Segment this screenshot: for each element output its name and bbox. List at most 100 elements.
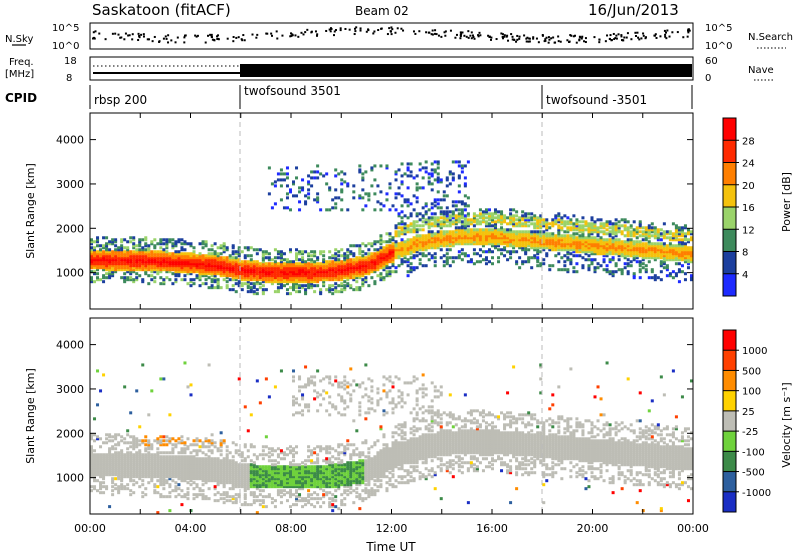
power-cell [566,246,570,250]
power-cell [105,236,109,240]
nsky-point [655,36,658,39]
power-cell [542,240,546,244]
velocity-cell [213,471,217,475]
power-cell [659,264,663,268]
power-cell [343,264,347,268]
power-cell [237,264,241,268]
power-cell [647,240,651,244]
velocity-cell [222,477,226,481]
velocity-cell [156,455,160,459]
power-cell [334,206,338,210]
velocity-cell [168,459,172,463]
power-cell [403,226,407,230]
power-cell [249,278,253,282]
nsky-point [437,34,440,37]
power-cell [539,264,543,268]
power-cell [403,232,407,236]
power-cell [569,234,573,238]
velocity-cell [174,445,178,449]
power-cell [288,270,292,274]
velocity-cell [156,473,160,477]
power-cell [198,278,202,282]
power-cell [472,220,476,224]
power-cell [186,260,190,264]
velocity-cell [216,461,220,465]
power-cell [385,260,389,264]
power-cell [469,258,473,262]
velocity-cell [156,463,160,467]
velocity-cell [174,443,178,447]
power-cell [671,248,675,252]
power-cell [430,202,434,206]
power-cell [126,264,130,268]
power-cell [671,276,675,280]
power-cell [298,280,302,284]
velocity-cell [225,471,229,475]
power-cell [457,190,461,194]
velocity-cell [93,467,97,471]
velocity-cell [213,463,217,467]
power-cell [285,278,289,282]
power-cell [361,262,365,266]
velocity-cell [126,451,130,455]
power-cell [527,240,531,244]
power-cell [572,250,576,254]
velocity-cell [204,461,208,465]
power-cell [400,204,404,208]
power-cell [430,212,434,216]
power-cell [114,252,118,256]
power-cell [153,258,157,262]
power-cell [466,214,470,218]
velocity-cell [201,461,205,465]
power-cell [451,216,455,220]
power-cell [475,222,479,226]
velocity-cell [213,487,217,491]
power-cell [249,254,253,258]
power-cell [445,262,449,266]
nsky-point [604,40,607,43]
velocity-cell [99,475,103,479]
power-cell [343,180,347,184]
power-cell [159,268,163,272]
velocity-cell [129,455,133,459]
power-cell [409,162,413,166]
velocity-cell [150,473,154,477]
power-cell [307,258,311,262]
velocity-cell [231,463,235,467]
power-cell [385,244,389,248]
power-cell [234,276,238,280]
power-cell [680,240,684,244]
power-cell [421,216,425,220]
power-cell [394,244,398,248]
power-cell [599,264,603,268]
power-cell [177,266,181,270]
velocity-cell [225,455,229,459]
power-cell [608,230,612,234]
power-cell [551,242,555,246]
power-cell [629,248,633,252]
velocity-cell [204,473,208,477]
power-cell [391,262,395,266]
power-cell [340,276,344,280]
power-cell [105,252,109,256]
velocity-cell [147,453,151,457]
velocity-cell [201,479,205,483]
power-cell [412,250,416,254]
power-cell [653,258,657,262]
power-cell [487,250,491,254]
power-cell [593,246,597,250]
velocity-cell [210,459,214,463]
power-cell [442,244,446,248]
power-cell [460,166,464,170]
nsky-point [302,33,305,36]
power-cell [270,258,274,262]
velocity-cell [174,457,178,461]
power-cell [334,286,338,290]
velocity-cell [207,487,211,491]
nsky-point [339,29,342,32]
power-cell [276,288,280,292]
power-cell [463,184,467,188]
velocity-cell [117,461,121,465]
power-cell [282,266,286,270]
velocity-cell [132,459,136,463]
